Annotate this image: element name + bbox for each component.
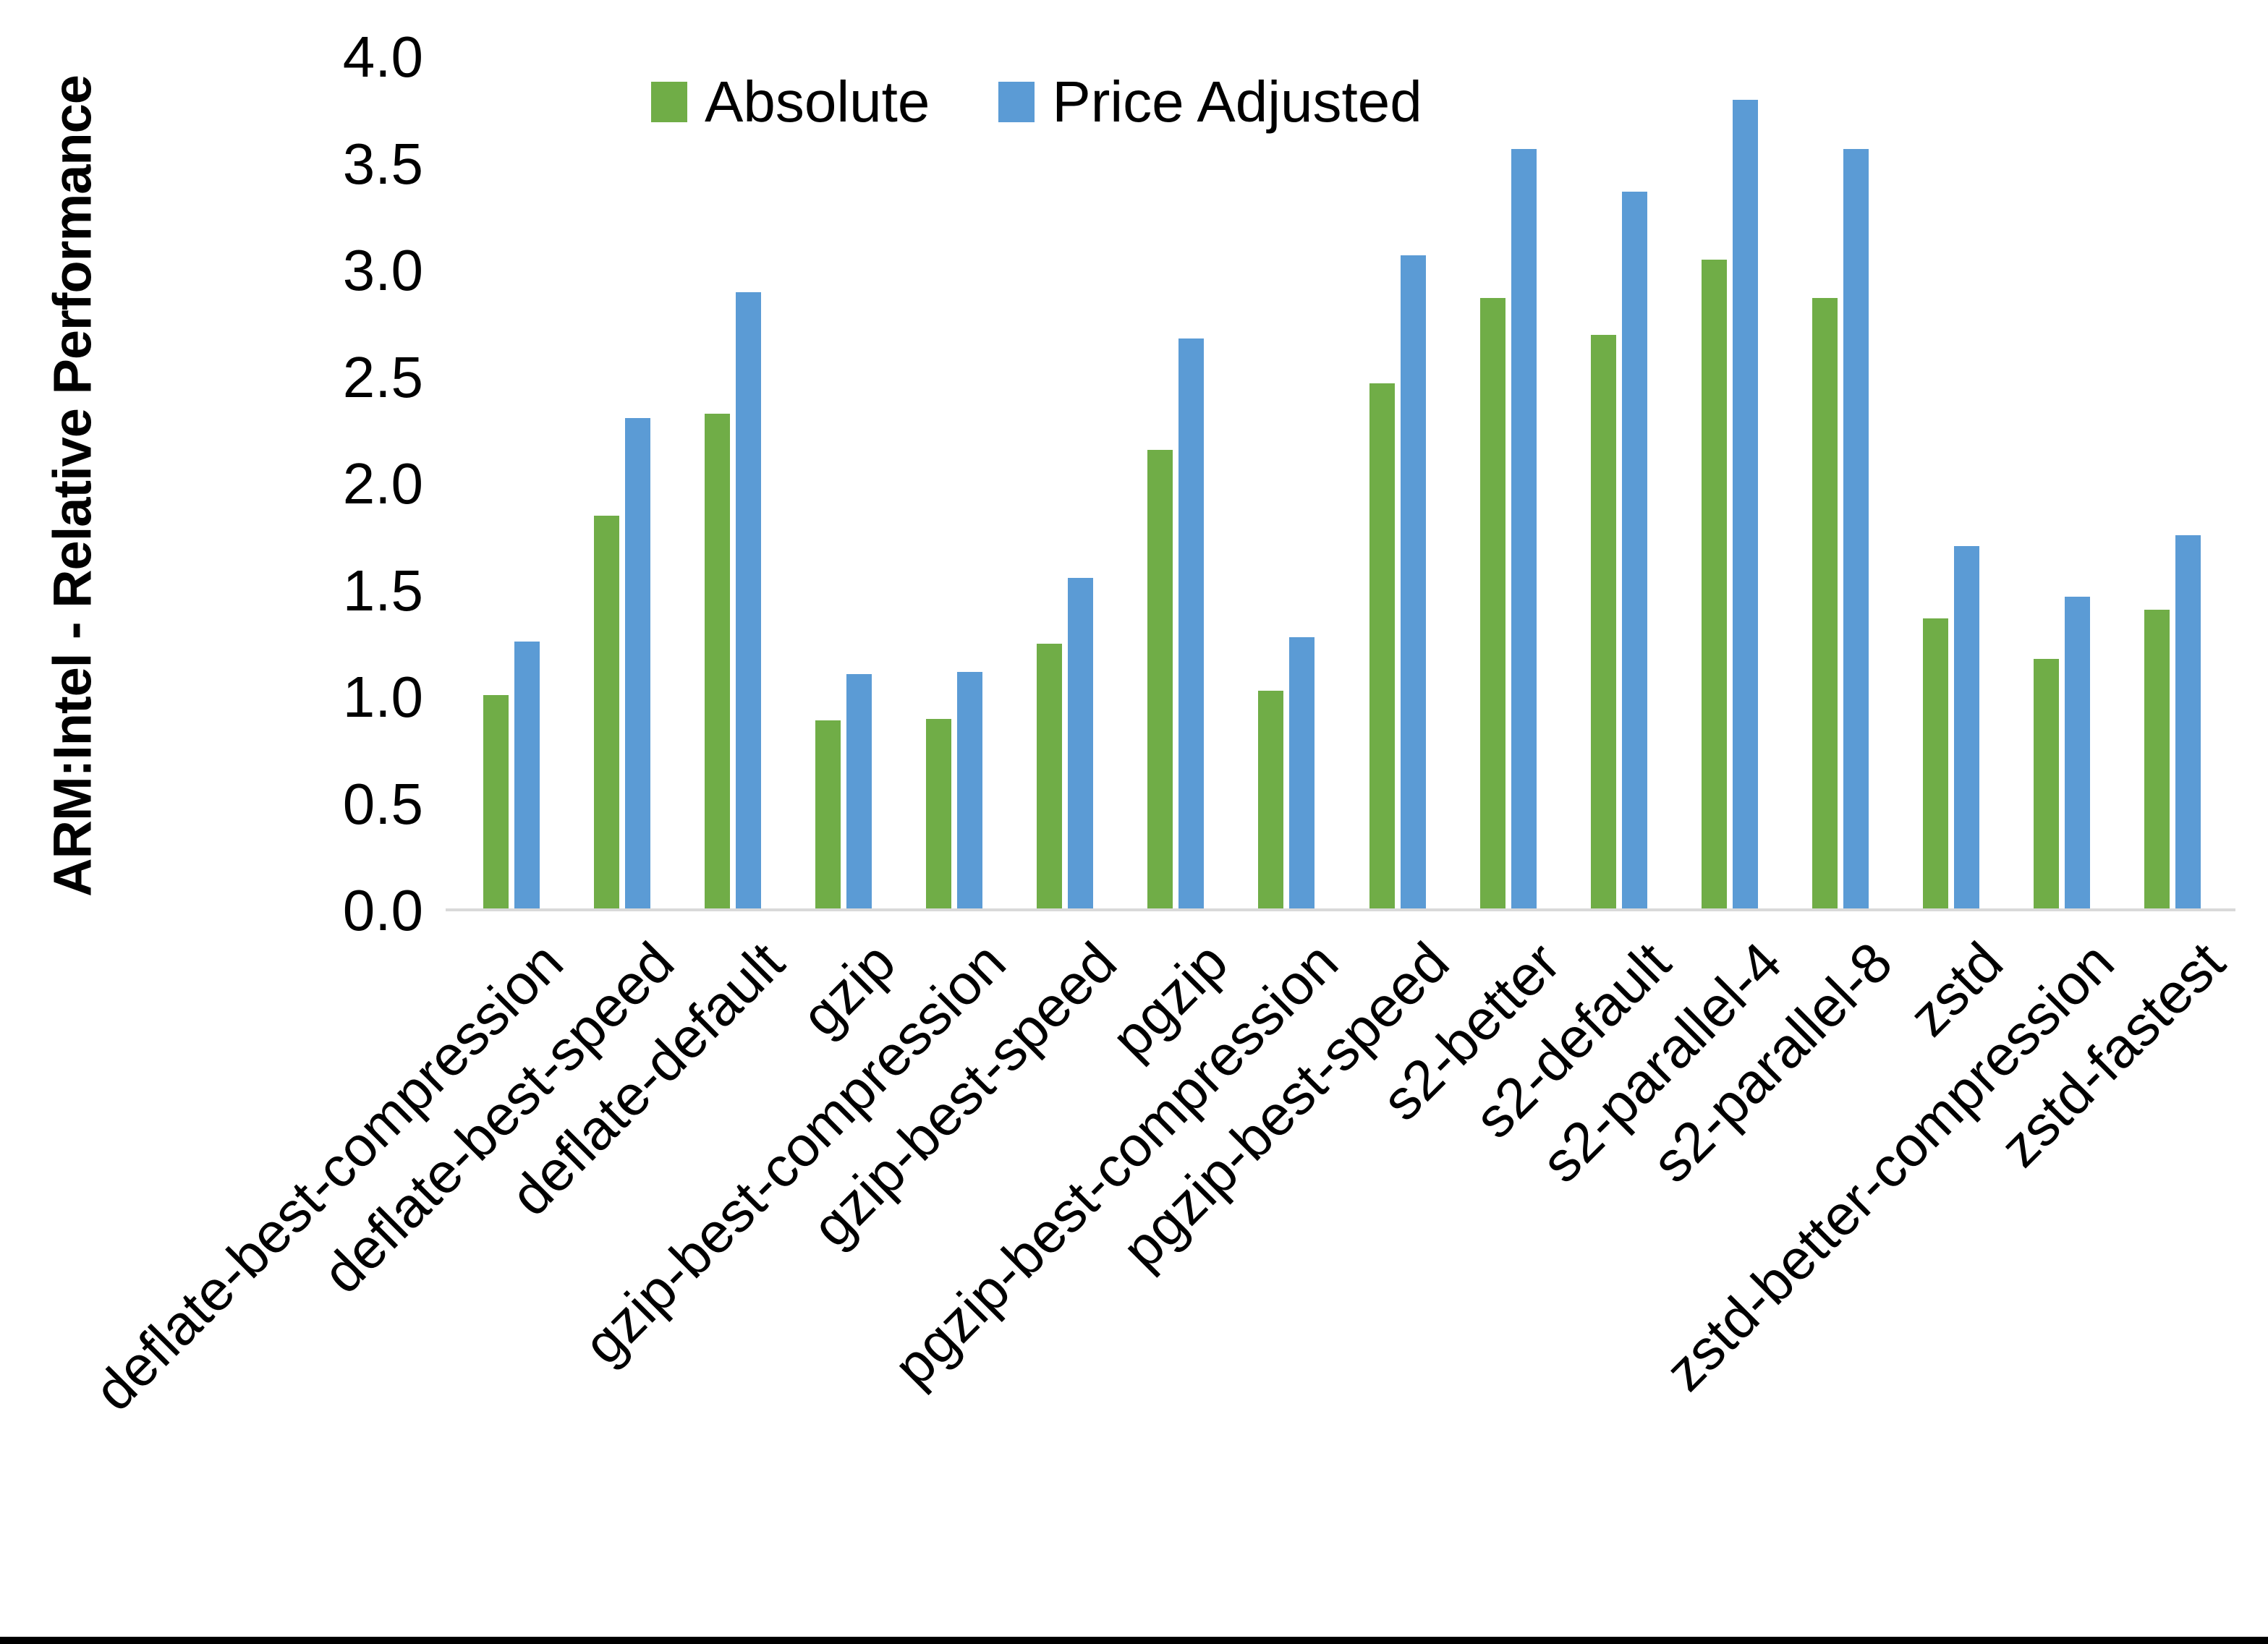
- y-tick-label: 0.0: [342, 878, 423, 942]
- bar-group-zstd: [1896, 57, 2007, 911]
- legend: Absolute Price Adjusted: [651, 69, 1422, 135]
- bar-absolute-zstd: [1923, 618, 1949, 911]
- legend-label: Absolute: [705, 69, 930, 134]
- y-tick-label: 4.0: [342, 25, 423, 89]
- legend-label: Price Adjusted: [1052, 69, 1422, 134]
- bar-absolute-s2-parallel-4: [1701, 260, 1727, 911]
- bar-absolute-gzip-best-compression: [926, 718, 952, 911]
- y-tick-label: 3.5: [342, 131, 423, 196]
- bar-group-pgzip: [1121, 57, 1231, 911]
- bar-group-deflate-best-compression: [456, 57, 566, 911]
- x-axis-line: [446, 908, 2235, 911]
- bar-absolute-deflate-default: [704, 413, 730, 911]
- bar-price-adjusted-gzip-best-compression: [957, 671, 983, 911]
- legend-item-price-adjusted: Price Adjusted: [998, 69, 1422, 135]
- y-tick-label: 1.0: [342, 665, 423, 729]
- bar-group-zstd-fastest: [2118, 57, 2228, 911]
- bar-group-deflate-best-speed: [566, 57, 677, 911]
- plot-area: [456, 57, 2228, 911]
- bar-absolute-zstd-fastest: [2144, 610, 2170, 911]
- bar-absolute-gzip: [815, 720, 841, 911]
- y-axis-title: ARM:Intel - Relative Performance: [42, 75, 103, 897]
- y-tick-label: 3.0: [342, 238, 423, 302]
- bar-price-adjusted-gzip-best-speed: [1068, 577, 1094, 911]
- bar-price-adjusted-s2-default: [1621, 191, 1647, 911]
- bar-group-s2-parallel-4: [1674, 57, 1785, 911]
- bar-price-adjusted-zstd-better-compression: [2065, 597, 2091, 911]
- bar-price-adjusted-pgzip-best-compression: [1289, 637, 1315, 911]
- bar-absolute-zstd-better-compression: [2034, 658, 2060, 911]
- bar-absolute-deflate-best-speed: [593, 516, 619, 911]
- bar-group-gzip-best-speed: [1010, 57, 1121, 911]
- bar-price-adjusted-s2-parallel-8: [1843, 148, 1869, 911]
- bar-price-adjusted-gzip: [846, 673, 872, 911]
- bar-absolute-gzip-best-speed: [1037, 644, 1063, 911]
- bar-price-adjusted-zstd: [1954, 545, 1980, 911]
- y-tick-label: 2.5: [342, 344, 423, 409]
- bar-group-gzip-best-compression: [899, 57, 1010, 911]
- bar-price-adjusted-deflate-best-speed: [624, 417, 650, 911]
- bar-absolute-pgzip-best-speed: [1369, 383, 1395, 911]
- bar-price-adjusted-pgzip: [1178, 338, 1205, 911]
- bar-absolute-s2-parallel-8: [1812, 298, 1838, 911]
- bar-group-zstd-better-compression: [2007, 57, 2118, 911]
- bar-absolute-s2-default: [1590, 334, 1616, 911]
- bar-absolute-pgzip-best-compression: [1258, 691, 1284, 911]
- bar-price-adjusted-zstd-fastest: [2175, 534, 2201, 911]
- bar-group-pgzip-best-compression: [1231, 57, 1342, 911]
- x-category-label: deflate-best-compression: [82, 929, 575, 1423]
- bar-price-adjusted-deflate-best-compression: [514, 642, 540, 911]
- bar-price-adjusted-pgzip-best-speed: [1400, 255, 1426, 911]
- legend-swatch-icon: [998, 82, 1035, 122]
- bar-group-pgzip-best-speed: [1342, 57, 1453, 911]
- bar-price-adjusted-s2-better: [1511, 148, 1537, 911]
- bar-group-s2-parallel-8: [1785, 57, 1896, 911]
- bottom-border: [0, 1637, 2268, 1644]
- legend-item-absolute: Absolute: [651, 69, 930, 135]
- bar-absolute-deflate-best-compression: [483, 695, 509, 911]
- bar-price-adjusted-s2-parallel-4: [1732, 100, 1758, 911]
- y-tick-label: 1.5: [342, 558, 423, 623]
- bar-group-s2-default: [1563, 57, 1674, 911]
- y-tick-label: 2.0: [342, 451, 423, 516]
- bar-group-deflate-default: [677, 57, 788, 911]
- bar-absolute-s2-better: [1479, 298, 1505, 911]
- bar-absolute-pgzip: [1147, 449, 1173, 911]
- bar-group-s2-better: [1453, 57, 1563, 911]
- bar-group-gzip: [788, 57, 899, 911]
- legend-swatch-icon: [651, 82, 687, 122]
- bar-price-adjusted-deflate-default: [735, 291, 761, 911]
- y-tick-label: 0.5: [342, 771, 423, 836]
